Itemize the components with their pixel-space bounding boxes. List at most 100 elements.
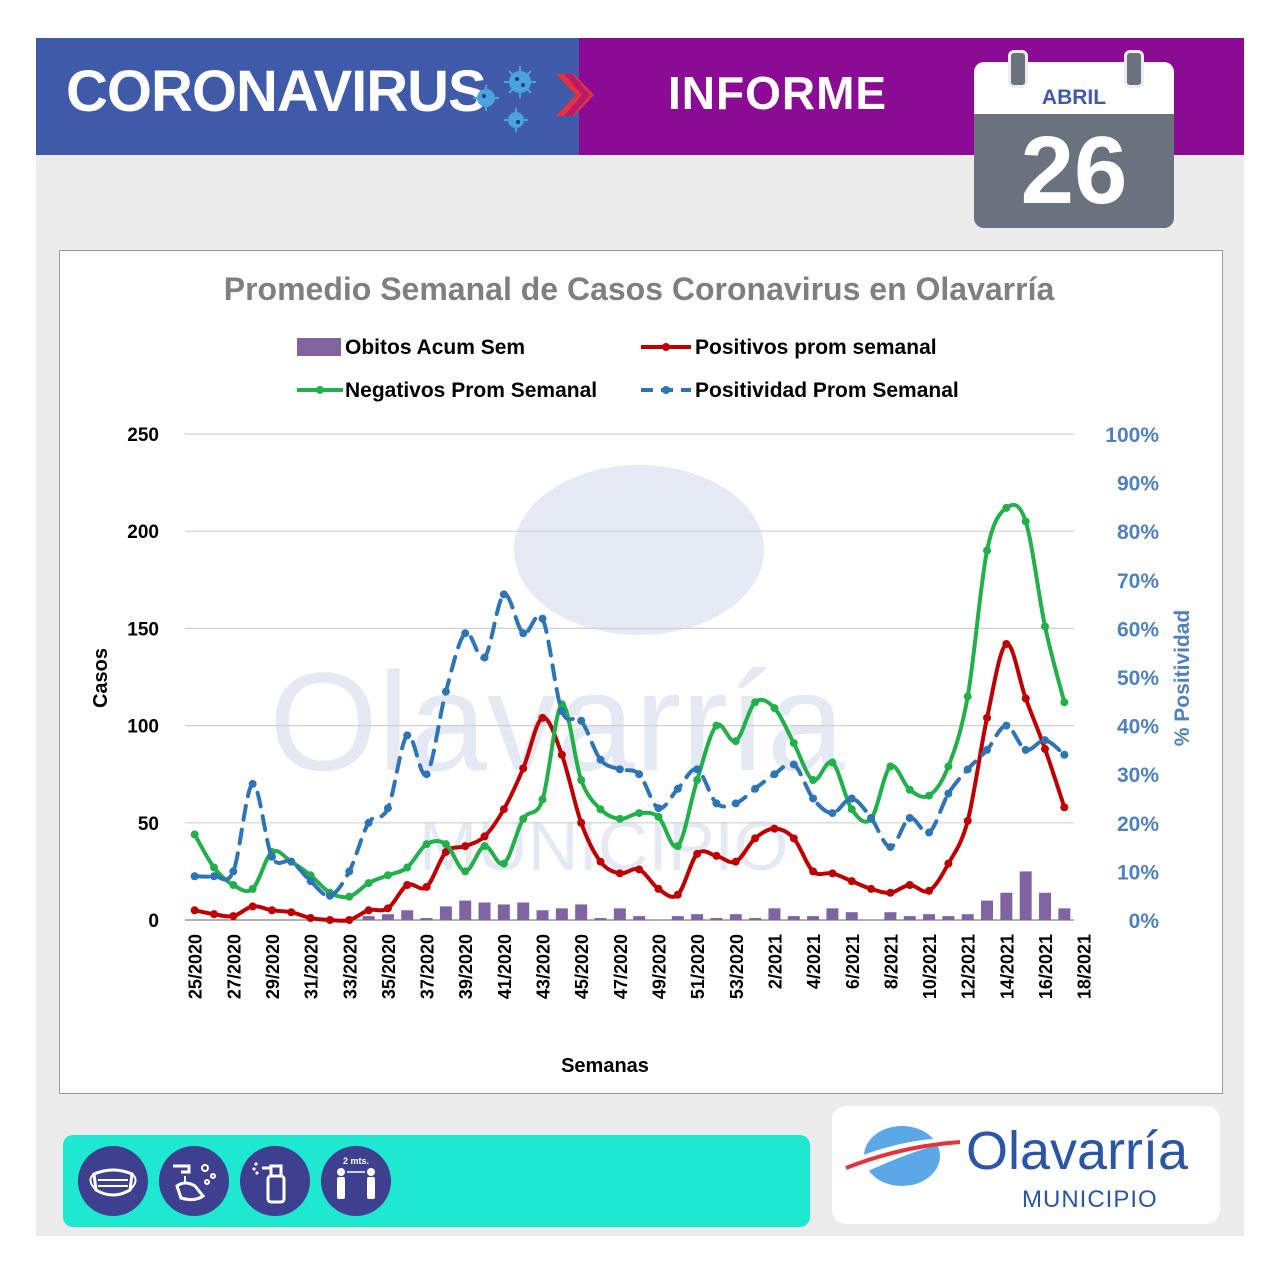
point-positividad bbox=[461, 629, 470, 638]
x-tick-label: 12/2021 bbox=[959, 934, 979, 999]
point-positivos bbox=[654, 884, 663, 893]
point-positividad bbox=[828, 809, 837, 818]
point-positivos bbox=[577, 818, 586, 827]
y-tick-label: 50 bbox=[138, 814, 159, 835]
x-tick-label: 2/2021 bbox=[765, 934, 785, 989]
point-negativos bbox=[847, 805, 856, 814]
point-positivos bbox=[325, 916, 334, 924]
chart-title: Promedio Semanal de Casos Coronavirus en… bbox=[224, 271, 1055, 307]
x-tick-label: 10/2021 bbox=[920, 934, 940, 999]
point-positividad bbox=[693, 765, 702, 774]
point-negativos bbox=[983, 546, 992, 555]
point-positividad bbox=[345, 867, 354, 876]
legend-marker-positividad bbox=[662, 386, 670, 394]
point-positivos bbox=[809, 867, 818, 876]
point-positividad bbox=[731, 799, 740, 808]
point-positividad bbox=[944, 789, 953, 798]
bar-obitos bbox=[942, 916, 955, 920]
bar-obitos bbox=[381, 914, 394, 920]
point-positividad bbox=[538, 614, 547, 623]
point-positividad bbox=[557, 707, 566, 716]
watermark-subtext: MUNICIPIO bbox=[419, 807, 788, 885]
bar-obitos bbox=[594, 918, 607, 920]
point-positivos bbox=[944, 859, 953, 868]
legend-label-obitos: Obitos Acum Sem bbox=[345, 336, 525, 359]
point-negativos bbox=[441, 840, 450, 849]
legend-marker-positivos bbox=[662, 343, 670, 351]
x-tick-label: 8/2021 bbox=[881, 934, 901, 989]
bar-obitos bbox=[923, 914, 936, 920]
bar-obitos bbox=[517, 902, 530, 920]
bar-obitos bbox=[710, 918, 723, 920]
legend-label-positividad: Positividad Prom Semanal bbox=[695, 379, 959, 402]
point-positividad bbox=[441, 687, 450, 696]
point-positividad bbox=[847, 794, 856, 803]
bar-obitos bbox=[420, 918, 433, 920]
point-positividad bbox=[229, 867, 238, 876]
point-positividad bbox=[480, 653, 489, 662]
point-positividad bbox=[209, 872, 218, 881]
point-positividad bbox=[751, 784, 760, 793]
point-negativos bbox=[422, 840, 431, 849]
watermark-logo: Olavarría MUNICIPIO bbox=[269, 465, 845, 885]
point-negativos bbox=[886, 762, 895, 771]
hand-wash-icon bbox=[159, 1146, 229, 1216]
point-positivos bbox=[693, 849, 702, 858]
point-negativos bbox=[461, 867, 470, 876]
point-positividad bbox=[789, 760, 798, 769]
point-positividad bbox=[577, 716, 586, 725]
distance-label: 2 mts. bbox=[343, 1156, 369, 1166]
sanitizer-icon bbox=[240, 1146, 310, 1216]
point-positivos bbox=[441, 847, 450, 856]
bar-obitos bbox=[826, 908, 839, 920]
point-positividad bbox=[654, 804, 663, 813]
point-positivos bbox=[596, 857, 605, 866]
y2-tick-label: 40% bbox=[1117, 716, 1159, 739]
point-negativos bbox=[364, 879, 373, 888]
x-tick-label: 45/2020 bbox=[572, 934, 592, 999]
point-positividad bbox=[403, 731, 412, 740]
bars-obitos bbox=[362, 871, 1071, 920]
chevron-right-icon bbox=[556, 74, 594, 116]
point-negativos bbox=[925, 791, 934, 800]
bar-obitos bbox=[439, 906, 452, 920]
legend-swatch-obitos bbox=[297, 338, 341, 356]
point-positivos bbox=[403, 881, 412, 890]
point-positividad bbox=[867, 813, 876, 822]
point-positivos bbox=[190, 906, 199, 915]
x-axis-ticks: 25/2020 27/2020 29/2020 31/2020 33/2020 35/20… bbox=[186, 934, 1095, 999]
point-positividad bbox=[1060, 750, 1069, 759]
point-positividad bbox=[925, 828, 934, 837]
point-positividad bbox=[248, 779, 257, 788]
point-negativos bbox=[615, 814, 624, 823]
point-positivos bbox=[557, 750, 566, 759]
point-positividad bbox=[886, 843, 895, 852]
legend-marker-negativos bbox=[316, 386, 324, 394]
x-axis-label: Semanas bbox=[561, 1055, 649, 1077]
point-positividad bbox=[905, 813, 914, 822]
point-positivos bbox=[963, 816, 972, 825]
point-positivos bbox=[847, 877, 856, 886]
point-negativos bbox=[1060, 698, 1069, 707]
bar-obitos bbox=[459, 900, 472, 920]
point-negativos bbox=[944, 762, 953, 771]
point-positividad bbox=[267, 852, 276, 861]
point-positivos bbox=[635, 865, 644, 874]
y2-axis-ticks: 0% 10% 20% 30% 40% 50% 60% 70% 80% 90% 100% bbox=[1105, 424, 1159, 933]
header-title: CORONAVIRUS bbox=[66, 59, 487, 124]
point-positivos bbox=[886, 888, 895, 897]
chart: Olavarría MUNICIPIO Promedio Semanal de … bbox=[90, 271, 1194, 1077]
y-axis-label: Casos bbox=[90, 648, 112, 708]
point-negativos bbox=[403, 863, 412, 872]
point-positivos bbox=[731, 857, 740, 866]
bar-obitos bbox=[478, 902, 491, 920]
y-axis-ticks: 0 50 100 150 200 250 bbox=[127, 425, 159, 932]
x-tick-label: 25/2020 bbox=[186, 934, 206, 999]
bar-obitos bbox=[536, 910, 549, 920]
y2-tick-label: 90% bbox=[1117, 473, 1159, 496]
legend: Obitos Acum Sem Positivos prom semanal N… bbox=[297, 336, 959, 402]
point-negativos bbox=[499, 859, 508, 868]
point-positivos bbox=[267, 906, 276, 915]
x-tick-label: 29/2020 bbox=[263, 934, 283, 999]
bar-obitos bbox=[613, 908, 626, 920]
